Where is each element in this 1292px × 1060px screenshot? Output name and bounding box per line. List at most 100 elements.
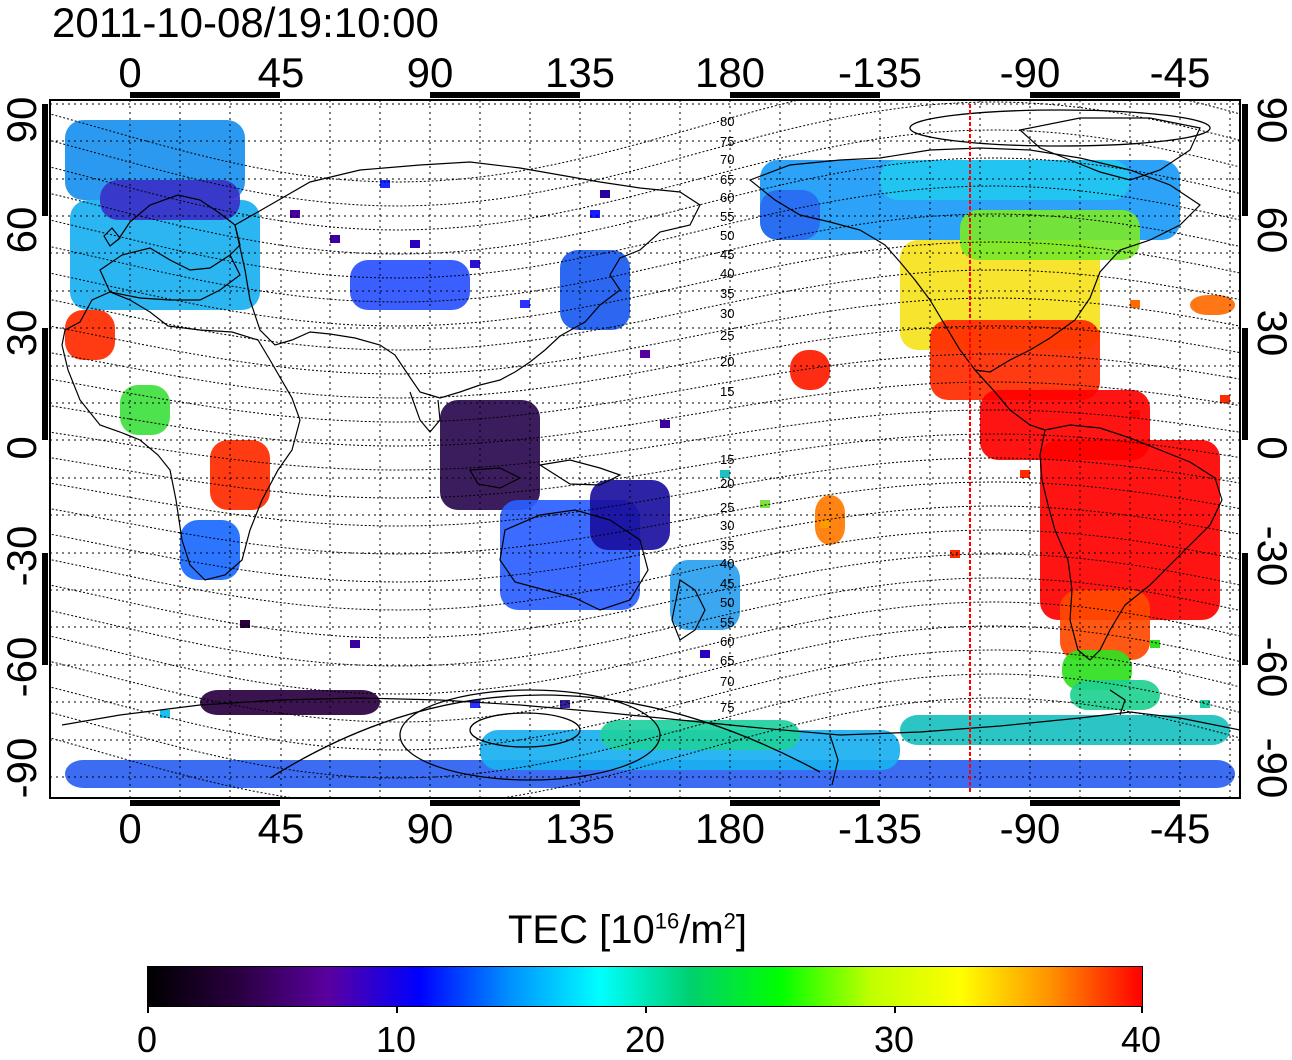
contour-label: 25 — [720, 328, 734, 343]
tec-patch — [440, 400, 540, 510]
contour-label: 60 — [720, 190, 734, 205]
contour-label: 20 — [720, 476, 734, 491]
contour-label: 30 — [720, 518, 734, 533]
tec-sample — [470, 260, 480, 268]
colorbar-tick-label: 40 — [1120, 1019, 1162, 1060]
colorbar-tick-mark — [1141, 1007, 1143, 1013]
top-lon-label: -90 — [999, 49, 1061, 96]
contour-label: 40 — [720, 266, 734, 281]
bottom-lon-label: -135 — [837, 805, 923, 852]
bottom-lon-label: 90 — [406, 805, 454, 852]
tec-sample — [470, 700, 480, 708]
top-lon-label: 135 — [544, 49, 616, 96]
magnetic-contour — [50, 649, 1240, 751]
contour-label: 50 — [720, 228, 734, 243]
colorbar-tick-label: 30 — [873, 1019, 915, 1060]
contour-labels: 80 75 70 65 60 55 50 45 40 35 30 25 20 15 15 20 25 30 35 40… — [720, 114, 734, 715]
magnetic-contour — [50, 601, 1240, 695]
tec-sample — [700, 650, 710, 658]
tec-patch — [930, 320, 1100, 400]
magnetic-contour — [50, 100, 1240, 183]
contour-label: 70 — [720, 152, 734, 167]
tec-sample — [240, 620, 250, 628]
timestamp: 2011-10-08/19:10:00 — [52, 0, 439, 46]
magnetic-contour — [50, 381, 1240, 447]
colorbar-title: TEC [1016/m2] — [508, 908, 747, 952]
tec-patch — [880, 160, 1130, 200]
tec-sample — [290, 210, 300, 218]
colorbar-tick-mark — [645, 1007, 647, 1013]
magnetic-contour — [50, 241, 1240, 327]
tec-sample — [380, 180, 390, 188]
tec-sample — [410, 240, 420, 248]
tec-patch — [790, 350, 830, 390]
magnetic-contour — [50, 697, 1240, 798]
tec-patch — [960, 210, 1140, 260]
tec-patch — [1070, 680, 1160, 710]
magnetic-contour — [50, 433, 1240, 499]
tec-sample — [950, 550, 960, 558]
contour-label: 45 — [720, 247, 734, 262]
contour-label: 75 — [720, 700, 734, 715]
contour-label: 15 — [720, 452, 734, 467]
bottom-lon-label: 0 — [118, 805, 142, 852]
map-frame — [42, 92, 1248, 806]
colorbar-title-unit: /m — [679, 908, 724, 952]
tec-patch — [210, 440, 270, 510]
tec-patch — [65, 310, 115, 360]
tec-sample — [1200, 700, 1210, 708]
colorbar-tick-label: 10 — [375, 1019, 417, 1060]
tec-patch — [120, 385, 170, 435]
tec-sample — [640, 350, 650, 358]
contour-label: 55 — [720, 615, 734, 630]
tec-sample — [590, 210, 600, 218]
magnetic-contour — [50, 625, 1240, 723]
top-lon-label: 180 — [694, 49, 766, 96]
tec-map: 80 75 70 65 60 55 50 45 40 35 30 25 20 15 15 20 25 30 35 40… — [42, 92, 1248, 806]
top-lon-label: 90 — [406, 49, 454, 96]
tec-patch — [760, 190, 820, 240]
magnetic-latitude-contours — [50, 100, 1240, 798]
magnetic-contour — [50, 185, 1240, 279]
contour-label: 55 — [720, 209, 734, 224]
tec-patch — [180, 520, 240, 580]
tec-sample — [1130, 410, 1140, 418]
contour-label: 65 — [720, 172, 734, 187]
tec-sample — [330, 235, 340, 243]
tec-sample — [1220, 395, 1230, 403]
tec-sample — [520, 300, 530, 308]
magnetic-contour — [50, 353, 1240, 423]
contour-label: 60 — [720, 634, 734, 649]
contour-label: 70 — [720, 674, 734, 689]
contour-label: 80 — [720, 114, 734, 129]
top-lon-label: -135 — [837, 49, 923, 96]
tec-sample — [820, 520, 830, 528]
contour-label: 50 — [720, 595, 734, 610]
colorbar-title-exponent: 16 — [654, 908, 680, 934]
tec-patch — [350, 260, 470, 310]
tec-sample — [1130, 300, 1140, 308]
magnetic-contour — [50, 213, 1240, 303]
colorbar-title-suffix: ] — [735, 908, 748, 952]
contour-label: 75 — [720, 134, 734, 149]
colorbar-tick-mark — [147, 1007, 149, 1013]
magnetic-contour — [50, 457, 1240, 527]
contour-label: 30 — [720, 306, 734, 321]
tec-patch — [340, 150, 470, 200]
tec-sample — [720, 470, 730, 478]
magnetic-contour — [50, 325, 1240, 399]
tec-patch — [1190, 295, 1235, 315]
colorbar-tick-mark — [396, 1007, 398, 1013]
bottom-lon-label: 45 — [257, 805, 305, 852]
contour-label: 15 — [720, 384, 734, 399]
magnetic-contour — [50, 553, 1240, 639]
top-lon-label: -45 — [1149, 49, 1211, 96]
top-lon-label: 0 — [118, 49, 142, 96]
bottom-lon-label: 135 — [544, 805, 616, 852]
contour-label: 25 — [720, 500, 734, 515]
magnetic-contour — [50, 577, 1240, 667]
colorbar-title-unit-exponent: 2 — [723, 908, 736, 934]
colorbar-tick-label: 0 — [136, 1019, 158, 1060]
contour-label: 65 — [720, 653, 734, 668]
tec-patch — [900, 715, 1230, 745]
